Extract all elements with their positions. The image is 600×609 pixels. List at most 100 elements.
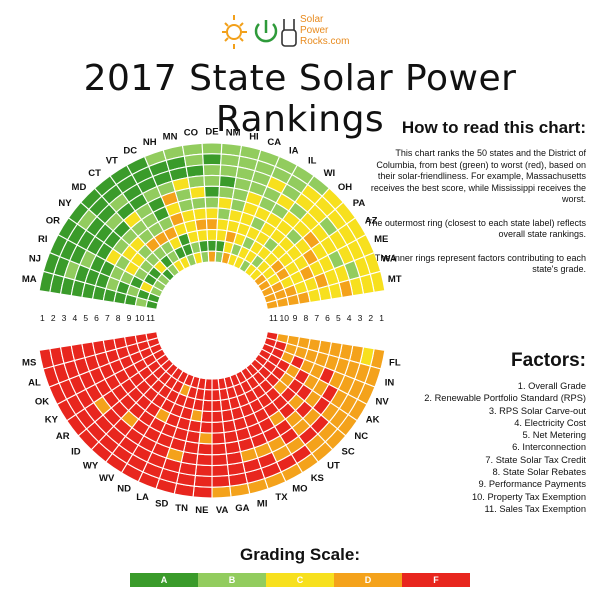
factor-item: 1. Overall Grade bbox=[517, 381, 586, 391]
grade-cell bbox=[145, 331, 159, 342]
grade-cell bbox=[211, 442, 227, 456]
state-label: ND bbox=[117, 484, 131, 495]
grade-f-swatch: F bbox=[402, 573, 470, 587]
grade-cell bbox=[265, 299, 279, 310]
factor-item: 8. State Solar Rebates bbox=[492, 467, 586, 478]
ring-number-label: 7 bbox=[105, 313, 110, 323]
state-label: RI bbox=[38, 234, 48, 245]
factor-item: 4. Electricity Cost bbox=[514, 417, 586, 428]
grade-cell bbox=[194, 218, 208, 232]
factor-item: 6. Interconnection bbox=[512, 442, 586, 453]
ring-number-label: 11 bbox=[269, 313, 278, 323]
grade-cell bbox=[200, 410, 213, 423]
logo-line-2: Power bbox=[300, 25, 329, 36]
grade-cell bbox=[198, 239, 209, 253]
grade-cell bbox=[211, 378, 220, 391]
state-label: KS bbox=[311, 473, 324, 484]
power-icon bbox=[254, 20, 278, 43]
ring-number-label: 11 bbox=[146, 313, 155, 323]
state-label: WY bbox=[83, 461, 99, 472]
logo-text: Solar Power Rocks.com bbox=[300, 14, 349, 47]
factor-item: 2. Renewable Portfolio Standard (RPS) bbox=[424, 393, 586, 404]
factor-item: 10. Property Tax Exemption bbox=[471, 491, 586, 502]
state-label: MT bbox=[388, 274, 402, 285]
state-label: IN bbox=[385, 377, 395, 388]
grade-c-swatch: C bbox=[266, 573, 334, 587]
grade-cell bbox=[211, 485, 232, 499]
grade-cell bbox=[203, 174, 221, 188]
factor-item: 9. Performance Payments bbox=[478, 479, 586, 490]
state-label: GA bbox=[235, 503, 249, 514]
grade-cell bbox=[190, 196, 207, 211]
state-label: MD bbox=[72, 182, 87, 193]
factor-item: 5. Net Metering bbox=[522, 430, 586, 441]
factors-heading: Factors: bbox=[511, 350, 586, 371]
grade-cell bbox=[207, 239, 217, 252]
state-label: NE bbox=[195, 505, 208, 516]
state-label: MA bbox=[22, 274, 37, 285]
grade-cell bbox=[211, 388, 222, 402]
grade-cell bbox=[197, 442, 213, 456]
ring-number-label: 6 bbox=[325, 313, 330, 323]
howto-paragraph-3: The inner rings represent factors contri… bbox=[374, 252, 586, 275]
state-label: KY bbox=[45, 414, 59, 425]
state-label: HI bbox=[249, 131, 259, 142]
grade-cell bbox=[192, 485, 213, 499]
state-label: MS bbox=[22, 358, 36, 369]
logo-line-3: Rocks.com bbox=[300, 36, 350, 47]
logo-graphic bbox=[222, 15, 297, 49]
state-label: NH bbox=[143, 137, 157, 148]
grade-cell bbox=[211, 431, 226, 445]
grade-cell bbox=[211, 474, 231, 488]
grade-b-swatch: B bbox=[198, 573, 266, 587]
state-label: WI bbox=[324, 168, 336, 179]
state-label: OK bbox=[35, 396, 49, 407]
grade-cell bbox=[199, 421, 213, 434]
state-label: FL bbox=[389, 358, 401, 369]
state-label: SD bbox=[155, 499, 168, 510]
grading-title: Grading Scale: bbox=[240, 545, 360, 564]
rock-hand-icon bbox=[281, 19, 297, 47]
ring-number-label: 2 bbox=[51, 313, 56, 323]
state-label: CT bbox=[88, 168, 101, 179]
grade-cell bbox=[192, 207, 207, 221]
grade-cell bbox=[217, 196, 234, 211]
state-label: MO bbox=[292, 484, 307, 495]
grade-cell bbox=[203, 185, 221, 198]
grade-cell bbox=[193, 474, 213, 488]
grade-cell bbox=[211, 399, 223, 413]
state-label: NC bbox=[354, 431, 368, 442]
howto-heading: How to read this chart: bbox=[401, 118, 586, 137]
grade-cell bbox=[202, 153, 222, 166]
ring-number-label: 4 bbox=[72, 313, 77, 323]
ring-number-label: 3 bbox=[62, 313, 67, 323]
ring-number-label: 8 bbox=[303, 313, 308, 323]
state-label: IA bbox=[289, 145, 299, 156]
state-label: IL bbox=[308, 156, 317, 167]
state-label: AR bbox=[56, 431, 70, 442]
ring-number-label: 1 bbox=[40, 313, 45, 323]
grade-cell bbox=[204, 196, 220, 209]
state-label: MN bbox=[163, 131, 178, 142]
grade-cell bbox=[195, 453, 213, 467]
state-label: CA bbox=[267, 137, 281, 148]
grade-cell bbox=[205, 207, 219, 220]
state-label: VA bbox=[216, 505, 229, 516]
state-label: ME bbox=[374, 234, 388, 245]
ring-number-label: 10 bbox=[135, 313, 145, 323]
howto-paragraph-2: The outermost ring (closest to each stat… bbox=[366, 217, 586, 240]
state-label: AZ bbox=[365, 215, 378, 226]
state-label: WA bbox=[381, 253, 396, 264]
grade-cell bbox=[205, 218, 219, 231]
state-label: TN bbox=[175, 503, 188, 514]
factors-panel: Factors: 1. Overall Grade 2. Renewable P… bbox=[386, 350, 586, 515]
factor-item: 7. State Solar Tax Credit bbox=[485, 454, 586, 465]
howto-panel: How to read this chart: This chart ranks… bbox=[366, 118, 586, 288]
sun-icon bbox=[222, 15, 247, 49]
grade-cell bbox=[211, 421, 225, 434]
grade-cell bbox=[196, 229, 209, 243]
ring-number-label: 4 bbox=[347, 313, 352, 323]
state-label: NY bbox=[58, 198, 72, 209]
ring-number-label: 9 bbox=[293, 313, 298, 323]
